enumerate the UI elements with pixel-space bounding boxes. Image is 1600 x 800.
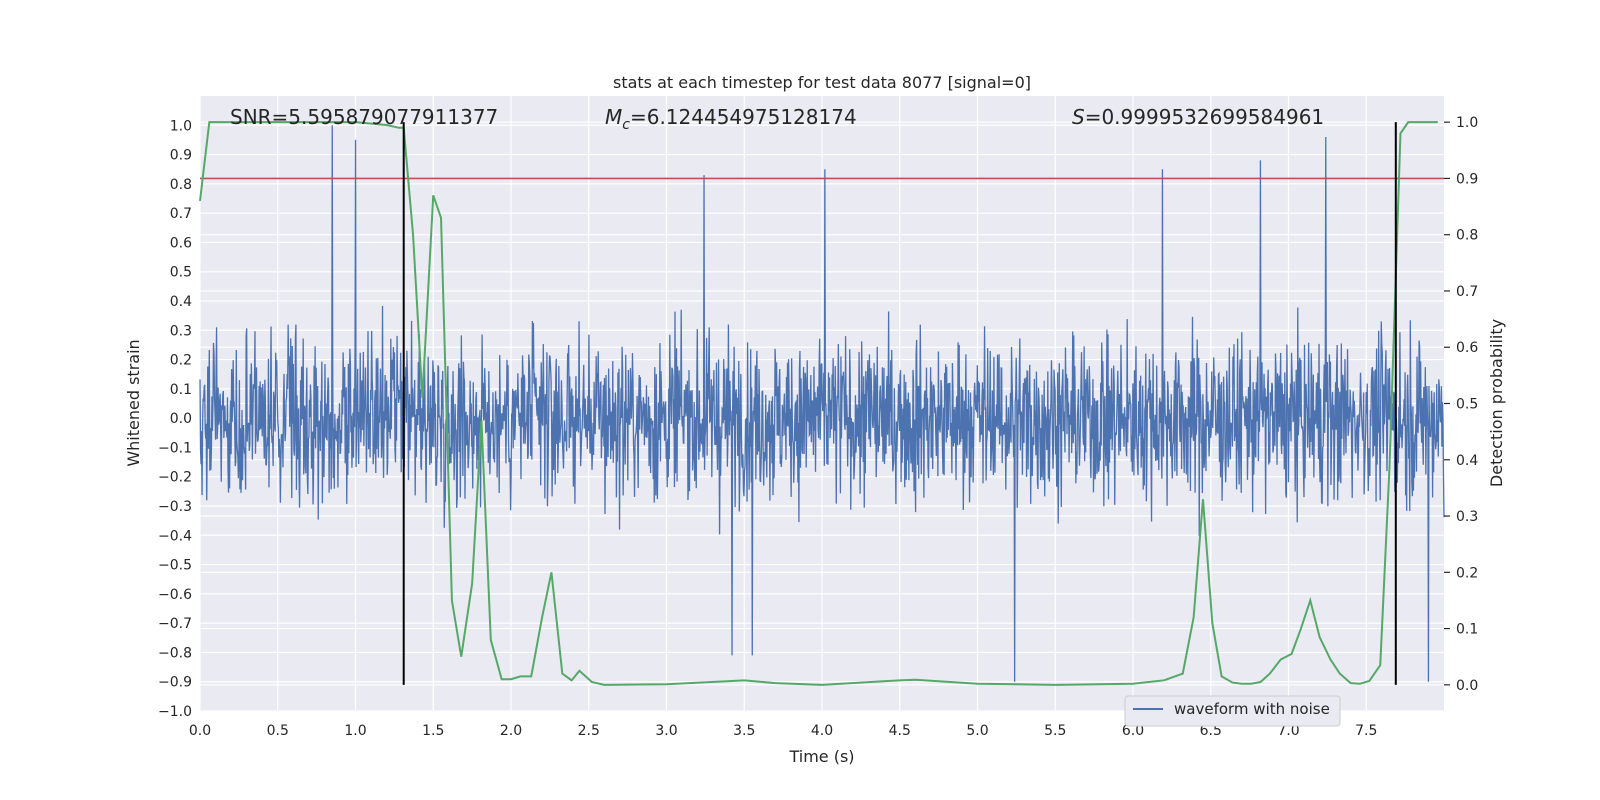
y-tick-label: −0.2 (158, 470, 192, 486)
y-axis-label: Whitened strain (124, 339, 143, 466)
y-tick-label: −0.4 (158, 528, 192, 544)
y-tick-label: 0.8 (170, 177, 192, 193)
y-tick-label: 0.1 (170, 382, 192, 398)
probability-series (199, 121, 1438, 686)
y-tick-label: 1.0 (170, 118, 192, 134)
vertical-markers (402, 122, 1397, 685)
y-tick-label: −1.0 (158, 704, 192, 720)
y-tick-label: 0.7 (170, 206, 192, 222)
x-axis-ticks: 0.0 0.5 1.0 1.5 2.0 2.5 3.0 3.5 4.0 4.5 5.0 5.5 6.0 6… (189, 723, 1378, 739)
y2-tick-label: 0.5 (1456, 397, 1478, 413)
y-tick-label: −0.1 (158, 440, 192, 456)
x-tick-label: 1.5 (422, 723, 444, 739)
y2-tick-label: 0.4 (1456, 453, 1478, 469)
y2-tick-label: 0.8 (1456, 228, 1478, 244)
y-tick-label: 0.4 (170, 294, 192, 310)
chirp-mass-annotation: Mc=6.124454975128174 (605, 105, 857, 133)
x-tick-label: 4.5 (889, 723, 911, 739)
y2-tick-label: 0.1 (1456, 622, 1478, 638)
x-tick-label: 5.5 (1044, 723, 1066, 739)
x-tick-label: 1.0 (344, 723, 366, 739)
y-tick-label: 0.0 (170, 411, 192, 427)
x-tick-label: 0.0 (189, 723, 211, 739)
x-axis-label: Time (s) (788, 747, 854, 766)
x-tick-label: 0.5 (267, 723, 289, 739)
y-tick-label: −0.8 (158, 645, 192, 661)
y2-tick-label: 0.9 (1456, 171, 1478, 187)
y-tick-label: −0.3 (158, 499, 192, 515)
snr-annotation: SNR=5.595879077911377 (230, 105, 498, 129)
x-tick-label: 3.0 (655, 723, 677, 739)
score-annotation: S=0.9999532699584961 (1072, 105, 1324, 129)
y2-tick-label: 0.6 (1456, 340, 1478, 356)
x-tick-label: 7.5 (1355, 723, 1377, 739)
y-tick-label: −0.6 (158, 587, 192, 603)
legend-box (1124, 695, 1341, 727)
y2-axis-label: Detection probability (1487, 319, 1506, 487)
x-tick-label: 7.0 (1277, 723, 1299, 739)
x-tick-label: 4.0 (811, 723, 833, 739)
waveform-line (199, 125, 1445, 682)
x-tick-label: 2.5 (578, 723, 600, 739)
x-tick-label: 6.0 (1122, 723, 1144, 739)
legend: waveform with noise (1124, 695, 1341, 727)
y-tick-label: 0.2 (170, 353, 192, 369)
y-tick-label: −0.7 (158, 616, 192, 632)
y2-tick-label: 1.0 (1456, 115, 1478, 131)
y2-tick-label: 0.7 (1456, 284, 1478, 300)
y-tick-label: 0.6 (170, 235, 192, 251)
y-tick-label: 0.5 (170, 265, 192, 281)
y2-tick-label: 0.0 (1456, 678, 1478, 694)
waveform-series (199, 125, 1445, 682)
chart-title: stats at each timestep for test data 807… (613, 73, 1031, 92)
x-tick-label: 2.0 (500, 723, 522, 739)
y-tick-label: 0.9 (170, 148, 192, 164)
y-tick-label: 0.3 (170, 323, 192, 339)
y-tick-label: −0.5 (158, 558, 192, 574)
x-tick-label: 6.5 (1200, 723, 1222, 739)
y2-axis-ticks: 0.0 0.1 0.2 0.3 0.4 0.5 0.6 0.7 0.8 0.9 1.0 (1444, 115, 1478, 694)
y-tick-label: −0.9 (158, 675, 192, 691)
y2-tick-label: 0.2 (1456, 565, 1478, 581)
y2-tick-label: 0.3 (1456, 509, 1478, 525)
probability-line (199, 121, 1438, 686)
x-tick-label: 5.0 (966, 723, 988, 739)
legend-label-waveform: waveform with noise (1174, 700, 1330, 718)
y-axis-ticks: −1.0 −0.9 −0.8 −0.7 −0.6 −0.5 −0.4 −0.3 −0.2 −0.1… (158, 118, 192, 720)
x-tick-label: 3.5 (733, 723, 755, 739)
